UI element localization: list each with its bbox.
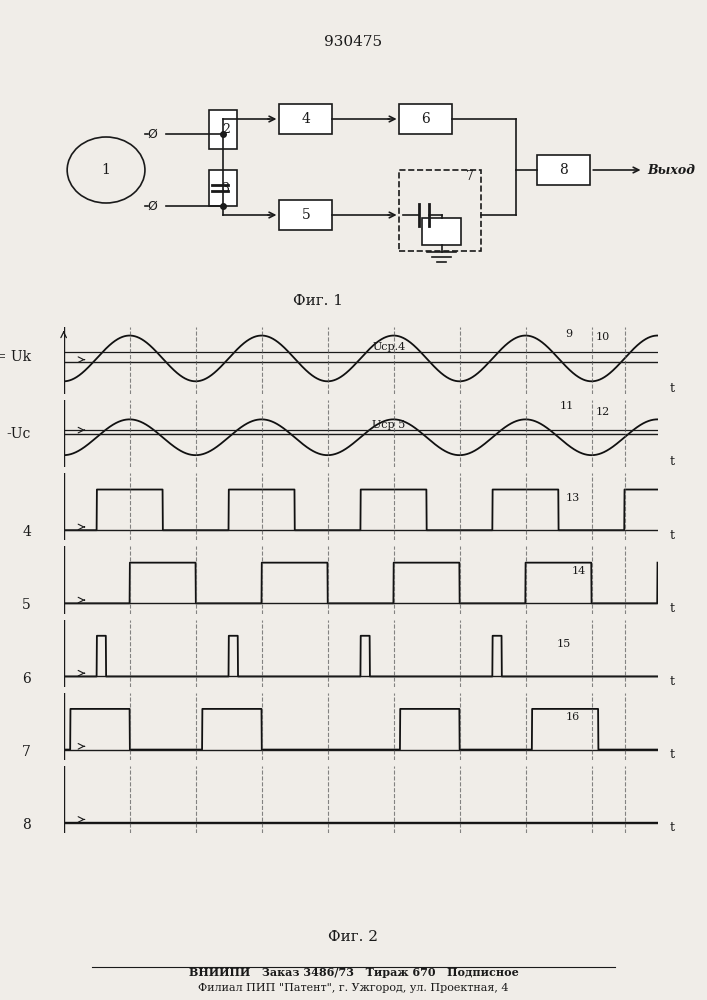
Text: 4: 4 xyxy=(301,112,310,126)
Text: 8: 8 xyxy=(22,818,31,832)
Text: Ø: Ø xyxy=(147,127,157,140)
Text: 15: 15 xyxy=(556,639,571,649)
Text: 11: 11 xyxy=(559,401,574,411)
Text: Uср.4: Uср.4 xyxy=(373,342,406,352)
Text: Uср 5: Uср 5 xyxy=(373,420,406,430)
Text: t: t xyxy=(670,821,674,834)
Text: i = Uk: i = Uk xyxy=(0,350,31,364)
Text: 7: 7 xyxy=(22,745,31,759)
Text: -Uc: -Uc xyxy=(6,427,31,441)
Text: Выход: Выход xyxy=(647,163,695,176)
Text: 5: 5 xyxy=(301,208,310,222)
Text: 6: 6 xyxy=(421,112,431,126)
Text: 14: 14 xyxy=(571,566,585,576)
Text: 10: 10 xyxy=(595,332,609,342)
Text: t: t xyxy=(670,748,674,761)
Bar xyxy=(399,104,452,134)
Text: 7: 7 xyxy=(466,169,474,182)
Text: 3: 3 xyxy=(222,182,230,194)
Text: 930475: 930475 xyxy=(325,35,382,49)
Bar xyxy=(399,170,481,251)
Text: t: t xyxy=(670,675,674,688)
Text: t: t xyxy=(670,455,674,468)
Text: 12: 12 xyxy=(595,407,609,417)
Text: 16: 16 xyxy=(566,712,580,722)
Text: t: t xyxy=(670,529,674,542)
Text: Ø: Ø xyxy=(147,200,157,213)
Text: 1: 1 xyxy=(102,163,110,177)
Text: Филиал ПИП "Патент", г. Ужгород, ул. Проектная, 4: Филиал ПИП "Патент", г. Ужгород, ул. Про… xyxy=(198,983,509,993)
Bar xyxy=(422,218,461,245)
Text: 8: 8 xyxy=(559,163,568,177)
Text: 4: 4 xyxy=(22,525,31,539)
Text: ВНИИПИ   Заказ 3486/73   Тираж 670   Подписное: ВНИИПИ Заказ 3486/73 Тираж 670 Подписное xyxy=(189,968,518,978)
Text: 2: 2 xyxy=(222,123,230,136)
Bar xyxy=(209,110,237,149)
Text: 6: 6 xyxy=(22,672,31,686)
Text: Фиг. 2: Фиг. 2 xyxy=(329,930,378,944)
Bar xyxy=(279,200,332,230)
Text: 13: 13 xyxy=(566,493,580,503)
Bar xyxy=(209,170,237,206)
Text: t: t xyxy=(670,382,674,395)
Text: 5: 5 xyxy=(22,598,31,612)
Text: 9: 9 xyxy=(566,329,573,339)
Text: t: t xyxy=(670,602,674,615)
Bar xyxy=(279,104,332,134)
Bar xyxy=(537,155,590,185)
Text: Фиг. 1: Фиг. 1 xyxy=(293,294,343,308)
